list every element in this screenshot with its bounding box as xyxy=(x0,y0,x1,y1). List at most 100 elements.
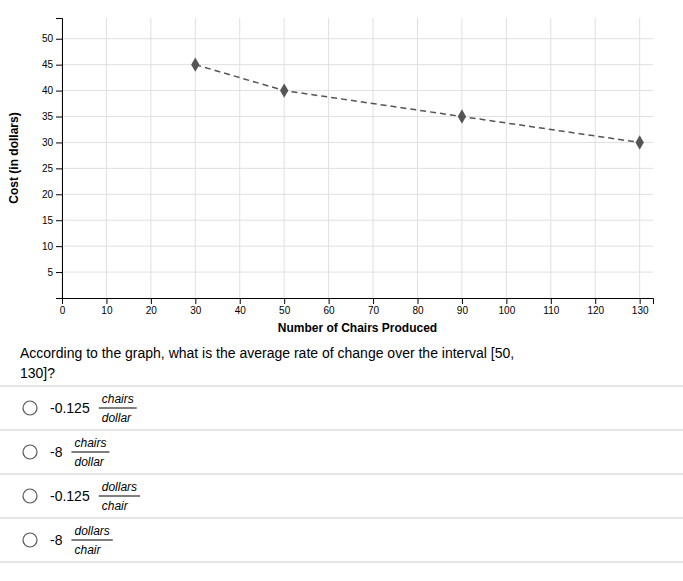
grid-line xyxy=(595,18,596,298)
tick-mark xyxy=(462,298,463,304)
grid-line xyxy=(417,18,418,298)
x-axis-title: Number of Chairs Produced xyxy=(278,321,437,335)
choice-denominator: chair xyxy=(102,499,129,513)
tick-label: 130 xyxy=(632,305,649,316)
separator xyxy=(0,474,683,475)
grid-line xyxy=(150,18,151,298)
tick-mark xyxy=(551,298,552,304)
grid-line xyxy=(62,90,653,91)
point xyxy=(280,83,288,97)
tick-mark xyxy=(195,298,196,304)
tick-mark xyxy=(151,298,152,304)
grid-line xyxy=(284,18,285,298)
radio-button[interactable] xyxy=(23,489,37,503)
tick-mark xyxy=(373,298,374,304)
tick-mark xyxy=(56,117,62,118)
fraction-bar xyxy=(99,496,140,497)
tick-mark xyxy=(56,39,62,40)
tick: 25 xyxy=(42,163,62,174)
page: 0 10 20 30 40 50 60 70 80 90 100 110 120 130 5 10 15 20 25… xyxy=(0,0,683,581)
tick-mark xyxy=(56,220,62,221)
tick: 30 xyxy=(190,298,202,316)
tick-mark xyxy=(56,168,62,169)
line xyxy=(195,65,639,143)
grid-line xyxy=(461,18,462,298)
tick-mark xyxy=(56,272,62,273)
tick: 15 xyxy=(42,215,62,226)
tick-label: 30 xyxy=(42,137,54,148)
tick-mark xyxy=(284,298,285,304)
tick: 5 xyxy=(47,267,62,278)
fraction-bar xyxy=(71,540,112,541)
tick: 20 xyxy=(146,298,158,316)
plot-area xyxy=(62,18,653,298)
choice-number: -0.125 xyxy=(50,488,90,504)
tick-label: 30 xyxy=(190,305,202,316)
tick-mark xyxy=(506,298,507,304)
choice-number: -8 xyxy=(50,532,63,548)
fraction-bar xyxy=(99,408,137,409)
y-axis-title: Cost (in dollars) xyxy=(7,112,21,203)
grid-line xyxy=(328,18,329,298)
grid-line xyxy=(62,64,653,65)
grid-line xyxy=(239,18,240,298)
axis-line xyxy=(63,299,654,305)
tick-mark xyxy=(329,298,330,304)
separator xyxy=(0,562,683,563)
tick: 30 xyxy=(42,137,62,148)
radio-button[interactable] xyxy=(23,533,37,547)
choice-denominator: chair xyxy=(74,543,101,557)
tick: 120 xyxy=(587,298,604,316)
tick: 35 xyxy=(42,111,62,122)
tick-label: 20 xyxy=(146,305,158,316)
tick-label: 20 xyxy=(42,189,54,200)
tick: 110 xyxy=(543,298,559,316)
fraction-bar xyxy=(71,452,109,453)
tick: 80 xyxy=(412,298,424,316)
radio-button[interactable] xyxy=(23,401,37,415)
tick-label: 35 xyxy=(42,111,54,122)
grid-line xyxy=(62,272,653,273)
tick-label: 70 xyxy=(368,305,380,316)
tick-mark xyxy=(56,142,62,143)
tick-mark xyxy=(417,298,418,304)
grid-line xyxy=(639,18,640,298)
tick-mark xyxy=(240,298,241,304)
tick: 50 xyxy=(42,33,62,44)
tick-label: 45 xyxy=(42,59,54,70)
tick-label: 40 xyxy=(235,305,247,316)
point xyxy=(458,109,466,123)
choice-number: -8 xyxy=(50,444,63,460)
tick: 45 xyxy=(42,59,62,70)
tick-label: 90 xyxy=(457,305,469,316)
tick: 10 xyxy=(101,298,113,316)
tick: 0 xyxy=(60,298,66,316)
axis-line xyxy=(56,19,63,299)
grid-line xyxy=(506,18,507,298)
tick: 100 xyxy=(499,298,516,316)
tick-label: 25 xyxy=(42,163,54,174)
choice-numerator: chairs xyxy=(74,436,106,450)
grid-line xyxy=(62,142,653,143)
tick-mark xyxy=(56,194,62,195)
data-marks xyxy=(191,57,644,149)
tick-label: 15 xyxy=(42,215,54,226)
tick-label: 80 xyxy=(412,305,424,316)
grid-line xyxy=(62,194,653,195)
tick-label: 10 xyxy=(101,305,113,316)
choice-denominator: dollar xyxy=(102,411,132,425)
tick: 10 xyxy=(42,241,62,252)
grid-line xyxy=(62,168,653,169)
radio-button[interactable] xyxy=(23,445,37,459)
tick: 40 xyxy=(235,298,247,316)
grid-line xyxy=(62,116,653,117)
tick-label: 50 xyxy=(279,305,291,316)
tick: 60 xyxy=(324,298,336,316)
grid-line xyxy=(62,246,653,247)
choice-numerator: dollars xyxy=(102,480,137,494)
tick: 20 xyxy=(42,189,62,200)
tick-mark xyxy=(106,298,107,304)
y-axis: 5101520253035404550 xyxy=(42,19,63,299)
tick-mark xyxy=(56,246,62,247)
tick-label: 120 xyxy=(587,305,604,316)
